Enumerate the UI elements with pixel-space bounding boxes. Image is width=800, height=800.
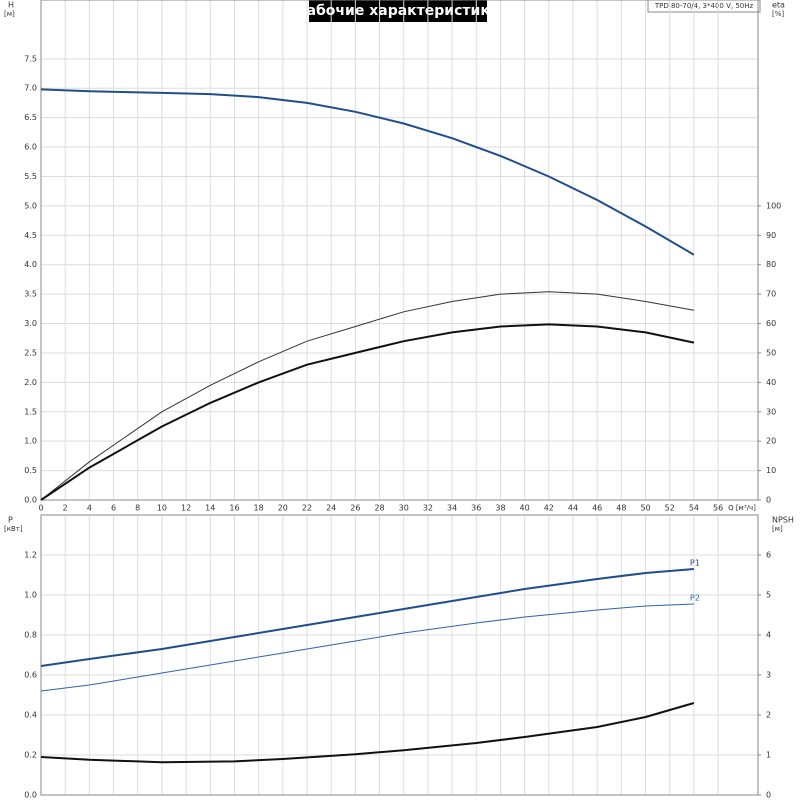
plot-frame (40, 514, 759, 796)
y2-tick-label: 1 (766, 751, 771, 760)
x-tick-label: 36 (471, 504, 481, 513)
y2-tick-label: 80 (766, 260, 776, 269)
y2-tick-label: 100 (766, 201, 781, 210)
y-tick-label: 4.0 (24, 260, 37, 269)
y-tick-label: 5.5 (24, 172, 37, 181)
y2-tick-label: 3 (766, 671, 771, 680)
y2-tick-label: 40 (766, 378, 776, 387)
x-tick-label: 0 (38, 504, 43, 513)
x-tick-label: 44 (568, 504, 578, 513)
series-line (40, 323, 695, 501)
x-tick-label: 26 (350, 504, 360, 513)
y-tick-label: 4.5 (24, 231, 37, 240)
y2-tick-label: 0 (766, 496, 771, 505)
x-tick-label: 2 (63, 504, 68, 513)
y-tick-label: 5.0 (24, 201, 37, 210)
series-line (40, 568, 694, 667)
y2-tick-label: 2 (766, 711, 771, 720)
y-tick-label: 1.0 (24, 437, 37, 446)
y2-tick-label: 20 (766, 437, 776, 446)
y2-tick-label: 60 (766, 319, 776, 328)
y-tick-label: 1.0 (24, 591, 37, 600)
y-axis-unit: [кВт] (4, 525, 23, 533)
x-tick-label: 42 (544, 504, 554, 513)
y2-axis-unit: [%] (772, 10, 784, 18)
y-tick-label: 0.5 (24, 466, 37, 475)
y-tick-label: 6.0 (24, 143, 37, 152)
x-tick-label: 6 (111, 504, 116, 513)
series-label: P2 (690, 594, 700, 603)
y2-tick-label: 6 (766, 551, 771, 560)
series-line (40, 603, 694, 692)
x-tick-label: 24 (326, 504, 336, 513)
y2-tick-label: 5 (766, 591, 771, 600)
y-tick-label: 0.6 (24, 671, 37, 680)
y-tick-label: 0.0 (24, 496, 37, 505)
y-tick-label: 2.0 (24, 378, 37, 387)
x-tick-label: 12 (181, 504, 191, 513)
x-axis-label: Q [м³/ч] (728, 504, 756, 512)
x-tick-label: 30 (399, 504, 409, 513)
x-tick-label: 46 (592, 504, 602, 513)
y-axis-unit: [м] (4, 10, 15, 18)
x-tick-label: 34 (447, 504, 457, 513)
series-label: P1 (690, 559, 700, 568)
y-tick-label: 7.0 (24, 84, 37, 93)
x-tick-label: 32 (423, 504, 433, 513)
chart-title: Рабочие характеристики (296, 3, 499, 19)
y2-tick-label: 30 (766, 407, 776, 416)
y-tick-label: 1.2 (24, 551, 37, 560)
x-tick-label: 14 (205, 504, 215, 513)
series-line (40, 291, 694, 501)
series-line (40, 702, 695, 764)
y-tick-label: 0.0 (24, 791, 37, 800)
y2-tick-label: 0 (766, 791, 771, 800)
x-tick-label: 28 (374, 504, 384, 513)
y-tick-label: 0.8 (24, 631, 37, 640)
y-axis-label: P (8, 516, 13, 525)
x-tick-label: 10 (157, 504, 167, 513)
x-tick-label: 20 (278, 504, 288, 513)
y-tick-label: 0.2 (24, 751, 37, 760)
y-tick-label: 1.5 (24, 407, 37, 416)
series-line (40, 88, 695, 256)
title-box (309, 0, 487, 22)
y2-tick-label: 90 (766, 231, 776, 240)
y-tick-label: 3.0 (24, 319, 37, 328)
y2-axis-unit: [м] (772, 525, 783, 533)
y2-tick-label: 50 (766, 348, 776, 357)
y-tick-label: 0.4 (24, 711, 37, 720)
y2-axis-label: eta (772, 1, 785, 10)
plot-frame (40, 0, 759, 501)
y-tick-label: 3.5 (24, 290, 37, 299)
x-tick-label: 18 (254, 504, 264, 513)
x-tick-label: 56 (713, 504, 723, 513)
info-box (647, 0, 761, 13)
x-tick-label: 48 (616, 504, 626, 513)
info: TPD 80-70/4, 3*400 V, 50Hz (654, 2, 754, 10)
y2-tick-label: 10 (766, 466, 776, 475)
x-tick-label: 54 (689, 504, 699, 513)
y-tick-label: 7.5 (24, 54, 37, 63)
x-tick-label: 16 (229, 504, 239, 513)
x-tick-label: 4 (87, 504, 92, 513)
y2-tick-label: 4 (766, 631, 771, 640)
x-tick-label: 40 (520, 504, 530, 513)
y2-tick-label: 70 (766, 290, 776, 299)
x-tick-label: 50 (640, 504, 650, 513)
x-tick-label: 52 (665, 504, 675, 513)
x-tick-label: 8 (135, 504, 140, 513)
y2-axis-label: NPSH (772, 516, 794, 525)
y-tick-label: 6.5 (24, 113, 37, 122)
y-tick-label: 2.5 (24, 348, 37, 357)
x-tick-label: 38 (495, 504, 505, 513)
y-axis-label: H (8, 1, 14, 10)
x-tick-label: 22 (302, 504, 312, 513)
